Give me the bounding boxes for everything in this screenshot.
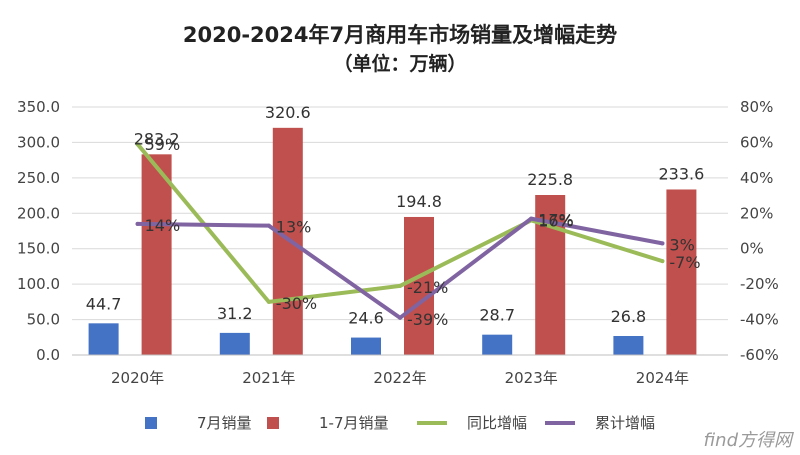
bar	[351, 337, 381, 355]
line-value-label: -7%	[669, 253, 700, 272]
bar-value-label: 31.2	[217, 304, 253, 323]
y-left-tick-label: 350.0	[17, 98, 60, 116]
y-left-tick-label: 100.0	[17, 275, 60, 293]
bar-value-label: 194.8	[396, 192, 442, 211]
bars-group	[88, 127, 697, 355]
y-right-tick-label: -40%	[740, 311, 779, 329]
watermark: find方得网	[704, 430, 794, 451]
bar-value-label: 24.6	[348, 309, 384, 328]
chart-subtitle: （单位：万辆）	[333, 52, 466, 75]
line-value-label: 3%	[669, 235, 694, 254]
legend-swatch	[145, 417, 157, 429]
axes-group: 0.0 50.0 100.0 150.0 200.0 250.0 300.0 350.0 -60…	[17, 98, 779, 387]
bar-value-label: 225.8	[527, 170, 573, 189]
y-left-tick-label: 250.0	[17, 169, 60, 187]
y-left-tick-label: 50.0	[27, 311, 60, 329]
line-point	[266, 299, 271, 304]
x-tick-label: 2022年	[373, 369, 426, 387]
bar-value-label: 28.7	[479, 306, 515, 325]
line-value-label: 13%	[276, 218, 312, 237]
y-left-tick-label: 0.0	[36, 346, 60, 364]
data-labels-group: 44.7 31.2 24.6 28.7 26.8 283.2 320.6 194.8 225.8…	[86, 103, 705, 329]
line-point	[660, 241, 665, 246]
line-point	[529, 216, 534, 221]
x-tick-label: 2023年	[505, 369, 558, 387]
bar-value-label: 320.6	[265, 103, 311, 122]
y-right-tick-label: 80%	[740, 98, 773, 116]
bar	[613, 336, 644, 355]
bar-value-label: 283.2	[134, 129, 180, 148]
bar	[141, 154, 172, 355]
y-right-tick-label: 0%	[740, 240, 764, 258]
y-left-tick-label: 150.0	[17, 240, 60, 258]
line-point	[135, 142, 140, 147]
line-value-label: 14%	[145, 216, 181, 235]
y-right-tick-label: -20%	[740, 275, 779, 293]
x-tick-label: 2021年	[242, 369, 295, 387]
bar	[88, 323, 119, 355]
y-right-tick-label: 40%	[740, 169, 773, 187]
line-value-label: -30%	[276, 294, 317, 313]
gridlines	[72, 106, 728, 321]
bar	[482, 334, 513, 355]
x-tick-label: 2020年	[111, 369, 164, 387]
bar	[666, 189, 697, 355]
y-right-tick-label: 60%	[740, 133, 773, 151]
line-value-label: 59%	[145, 135, 181, 154]
legend-label: 7月销量	[197, 414, 252, 432]
line-point	[660, 259, 665, 264]
line-point	[398, 315, 402, 320]
bar-value-label: 26.8	[611, 307, 647, 326]
legend-swatch	[267, 417, 279, 429]
y-left-tick-label: 200.0	[17, 204, 60, 222]
bar-value-label: 44.7	[86, 294, 122, 313]
bar-value-label: 233.6	[658, 164, 704, 183]
line-point	[135, 221, 140, 226]
line-value-label: -39%	[407, 310, 448, 329]
line-point	[266, 223, 271, 228]
legend-label: 同比增幅	[467, 414, 527, 432]
line-value-label: -21%	[407, 278, 448, 297]
line-value-label: 16%	[538, 211, 574, 230]
line-point	[398, 283, 402, 288]
line-value-label: 17%	[538, 211, 574, 230]
chart-title: 2020-2024年7月商用车市场销量及增幅走势	[183, 23, 617, 47]
y-left-tick-label: 300.0	[17, 133, 60, 151]
legend-label: 1-7月销量	[319, 414, 389, 432]
y-right-tick-label: 20%	[740, 204, 773, 222]
legend-label: 累计增幅	[595, 414, 655, 432]
bar	[219, 332, 250, 355]
y-right-tick-label: -60%	[740, 346, 779, 364]
lines-group	[135, 142, 665, 320]
bar	[404, 216, 434, 355]
legend: 7月销量 1-7月销量 同比增幅 累计增幅	[145, 414, 655, 432]
x-tick-label: 2024年	[636, 369, 689, 387]
